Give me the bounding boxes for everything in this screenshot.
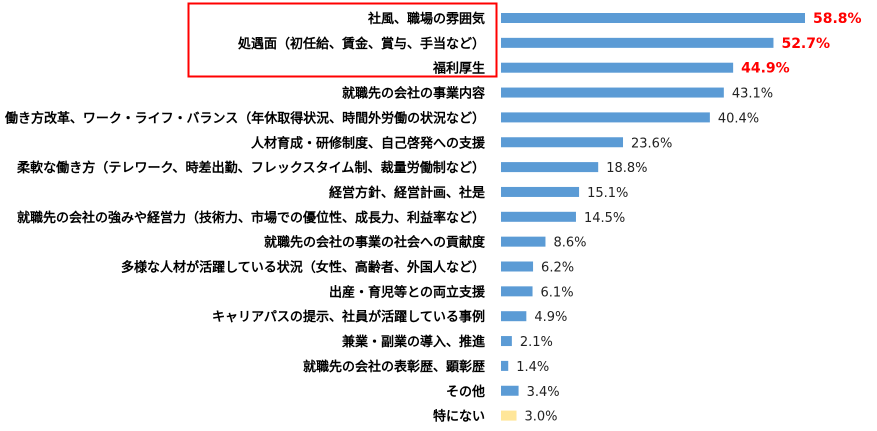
category-label: その他 (446, 384, 485, 400)
highlight-box (187, 2, 498, 78)
value-label: 1.4% (516, 360, 549, 375)
value-label: 15.1% (587, 186, 628, 201)
category-label: 就職先の会社の事業内容 (342, 86, 485, 102)
category-label: 柔軟な働き方（テレワーク、時差出勤、フレックスタイム制、裁量労働制など） (16, 160, 485, 176)
bar (501, 360, 509, 371)
category-label: 特にない (433, 409, 485, 425)
value-label: 6.2% (541, 261, 574, 276)
bar (501, 311, 527, 322)
value-label: 52.7% (781, 36, 830, 52)
bar (501, 410, 517, 421)
category-label: 人材育成・研修制度、自己啓発への支援 (251, 135, 486, 151)
value-label: 2.1% (520, 335, 553, 350)
category-label: 就職先の会社の表彰歴、顕彰歴 (303, 359, 485, 375)
bar (501, 211, 576, 222)
category-label: 兼業・副業の導入、推進 (342, 334, 485, 350)
value-label: 3.0% (525, 410, 558, 425)
value-label: 44.9% (741, 61, 790, 77)
category-label: 福利厚生 (432, 61, 485, 77)
value-label: 43.1% (732, 87, 773, 102)
value-label: 8.6% (553, 236, 586, 251)
bar (501, 385, 519, 396)
bar (501, 37, 774, 48)
category-label: 就職先の会社の強みや経営力（技術力、市場での優位性、成長力、利益率など） (17, 210, 485, 226)
category-label: 経営方針、経営計画、社是 (329, 185, 486, 201)
bar (501, 137, 624, 148)
bar (501, 236, 546, 247)
bar (501, 162, 599, 173)
category-label: 処遇面（初任給、賃金、賞与、手当など） (237, 36, 485, 52)
value-label: 58.8% (813, 11, 862, 27)
category-label: 出産・育児等との両立支援 (329, 284, 486, 300)
value-label: 40.4% (718, 111, 759, 126)
category-label: 働き方改革、ワーク・ライフ・バランス（年休取得状況、時間外労働の状況など） (4, 110, 485, 126)
value-label: 23.6% (631, 136, 672, 151)
value-label: 6.1% (541, 285, 574, 300)
bar (501, 336, 512, 347)
value-label: 14.5% (584, 211, 625, 226)
category-label: キャリアパスの提示、社員が活躍している事例 (212, 309, 485, 325)
category-label: 社風、職場の雰囲気 (367, 11, 485, 27)
category-label: 就職先の会社の事業の社会への貢献度 (264, 235, 486, 251)
bar (501, 62, 734, 73)
value-label: 3.4% (527, 385, 560, 400)
bar (501, 286, 533, 297)
bar (501, 87, 724, 98)
category-label: 多様な人材が活躍している状況（女性、高齢者、外国人など） (121, 260, 485, 276)
value-label: 18.8% (606, 161, 647, 176)
value-label: 4.9% (534, 310, 567, 325)
bar (501, 261, 534, 272)
bar (501, 112, 710, 123)
bar (501, 13, 805, 23)
bar (501, 186, 580, 197)
